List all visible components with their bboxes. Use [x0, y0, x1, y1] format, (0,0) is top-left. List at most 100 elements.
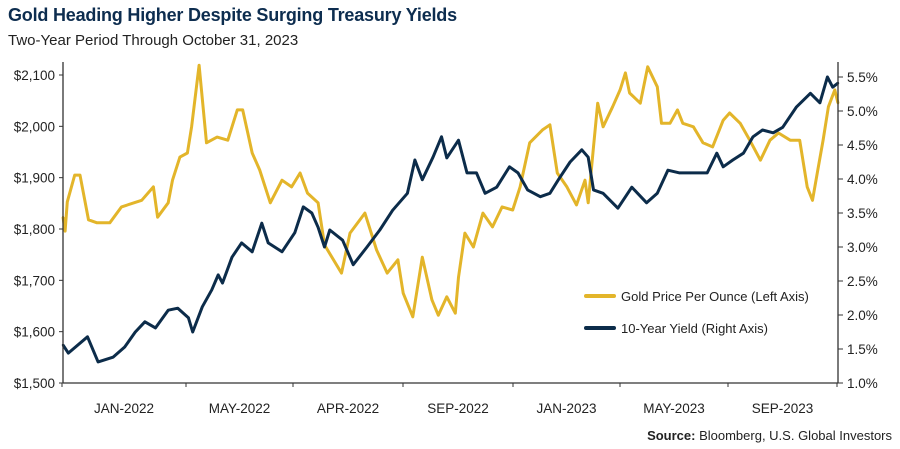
- source-note: Source: Bloomberg, U.S. Global Investors: [647, 428, 892, 443]
- right-axis-tick-label: 2.0%: [847, 308, 878, 323]
- right-axis-tick-label: 3.5%: [847, 206, 878, 221]
- gold-price-point: [205, 141, 208, 144]
- gold-price-point: [681, 122, 684, 125]
- chart-title: Gold Heading Higher Despite Surging Trea…: [8, 5, 457, 25]
- ten-year-yield-line: [61, 75, 839, 364]
- yield-point: [143, 320, 147, 323]
- yield-point: [526, 188, 529, 192]
- left-axis-tick-label: $1,700: [14, 273, 55, 288]
- yield-point: [154, 326, 157, 330]
- yield-point: [601, 192, 605, 195]
- yield-point: [656, 192, 659, 195]
- yield-point: [67, 351, 70, 355]
- yield-point: [123, 345, 126, 349]
- yield-point: [96, 360, 100, 364]
- yield-point: [731, 158, 734, 162]
- yield-point: [809, 92, 812, 95]
- gold-price-point: [668, 122, 672, 125]
- gold-price-point: [811, 199, 814, 202]
- yield-point: [508, 165, 511, 168]
- gold-price-point: [375, 248, 378, 252]
- gold-price-point: [575, 203, 578, 207]
- gold-price-point: [556, 171, 559, 175]
- gold-price-point: [788, 138, 792, 142]
- gold-price-point: [411, 315, 414, 318]
- x-axis-tick-label: MAY-2023: [643, 401, 705, 416]
- yield-point: [548, 192, 552, 195]
- gold-price-point: [73, 173, 76, 177]
- gold-price-point: [565, 185, 569, 189]
- gold-price-point: [445, 295, 448, 298]
- gold-price-point: [518, 185, 522, 189]
- right-axis-tick-label: 1.5%: [847, 342, 878, 357]
- left-axis-tick-label: $1,600: [14, 325, 55, 340]
- yield-point: [568, 160, 572, 164]
- yield-point: [406, 192, 409, 195]
- gold-price-point: [611, 105, 614, 109]
- yield-point: [221, 281, 224, 285]
- gold-price-point: [548, 123, 552, 126]
- axes-layer: $1,500 $1,600 $1,700 $1,800 $1,900 $2,000 $2,1…: [14, 62, 878, 416]
- yield-point: [715, 151, 719, 155]
- yield-point: [742, 151, 745, 155]
- right-axis-tick-label: 5.0%: [847, 104, 878, 119]
- yield-point: [761, 128, 764, 132]
- gold-price-point: [777, 131, 780, 135]
- gold-price-point: [363, 211, 367, 215]
- right-axis-tick-label: 2.5%: [847, 274, 878, 289]
- gold-price-point: [596, 102, 599, 105]
- left-axis-tick-label: $2,100: [14, 68, 55, 83]
- yield-point: [341, 239, 344, 242]
- yield-point: [134, 330, 137, 334]
- gold-price-point: [306, 191, 309, 195]
- legend-label-gold: Gold Price Per Ounce (Left Axis): [621, 289, 809, 304]
- yield-point: [293, 231, 296, 234]
- yield-point: [616, 207, 620, 210]
- yield-point: [445, 156, 448, 160]
- gold-price-point: [186, 151, 189, 155]
- yield-point: [210, 288, 214, 292]
- gold-price-point: [628, 91, 631, 95]
- gold-price-point: [816, 168, 820, 172]
- yield-point: [352, 263, 355, 266]
- gold-price-point: [586, 201, 590, 205]
- gold-price-point: [421, 256, 424, 259]
- gold-price-point: [430, 298, 434, 302]
- gold-price-point: [340, 271, 343, 275]
- yield-point: [706, 171, 709, 175]
- gold-price-point: [66, 200, 69, 203]
- yield-point: [431, 156, 435, 159]
- gold-price-point: [624, 71, 627, 75]
- yield-point: [266, 241, 270, 245]
- gold-price-point: [656, 85, 659, 89]
- yield-point: [86, 335, 89, 338]
- legend: Gold Price Per Ounce (Left Axis) 10-Year…: [584, 289, 809, 336]
- yield-point: [475, 171, 478, 175]
- yield-point: [421, 178, 424, 181]
- left-axis-tick-label: $1,500: [14, 376, 55, 391]
- gold-price-point: [190, 125, 193, 129]
- gold-price-point: [316, 201, 320, 205]
- gold-price-point: [676, 108, 679, 112]
- yield-point: [495, 185, 498, 189]
- yield-point: [781, 126, 784, 129]
- gold-price-point: [827, 105, 830, 109]
- gold-price-point: [236, 108, 239, 112]
- yield-point: [831, 86, 834, 89]
- yield-point: [328, 228, 332, 232]
- x-axis-tick-label: MAY-2022: [209, 401, 271, 416]
- left-axis-tick-label: $1,900: [14, 171, 55, 186]
- left-axis-tick-label: $2,000: [14, 119, 55, 134]
- yield-point: [310, 211, 313, 215]
- yield-point: [240, 241, 243, 245]
- yield-point: [217, 273, 220, 277]
- gold-price-point: [583, 179, 587, 182]
- yield-point: [721, 165, 725, 168]
- yield-point: [580, 148, 583, 151]
- yield-point: [413, 158, 417, 162]
- yield-point: [826, 75, 829, 79]
- yield-point: [645, 201, 648, 204]
- yield-point: [111, 355, 115, 359]
- gold-price-point: [798, 138, 801, 142]
- x-axis-tick-label: SEP-2022: [427, 401, 489, 416]
